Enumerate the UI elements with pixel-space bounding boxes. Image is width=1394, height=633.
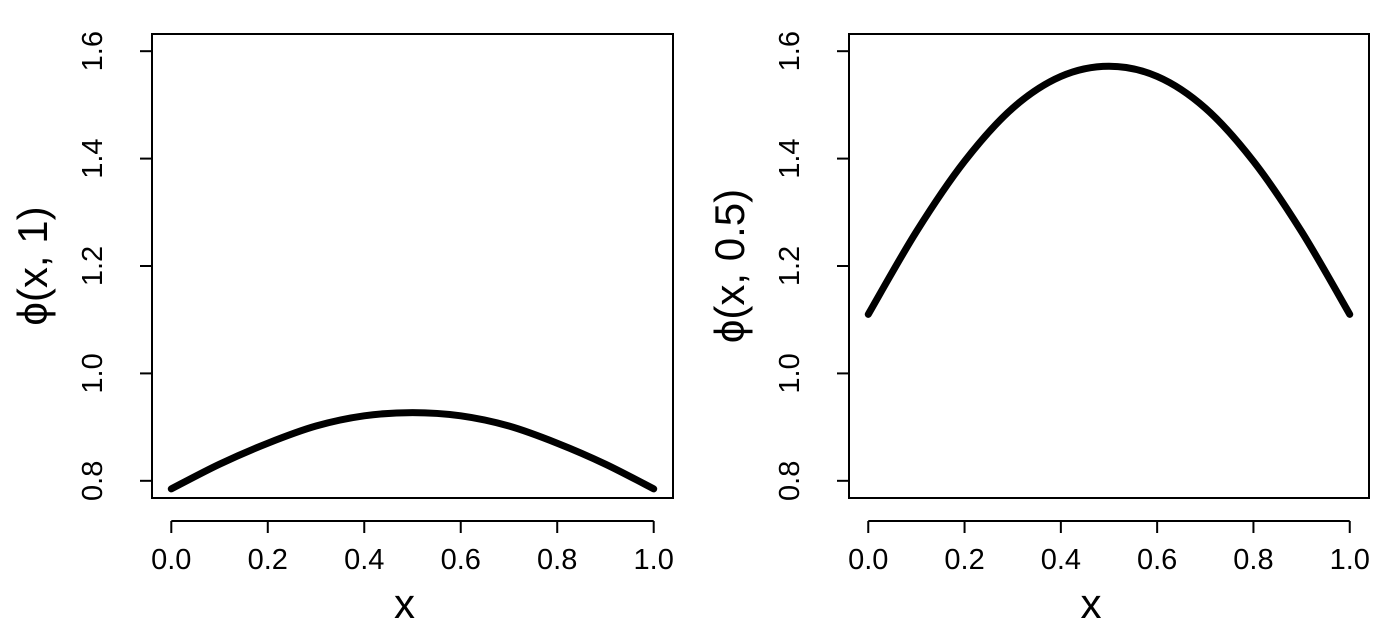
x-tick-label: 0.4 (1041, 544, 1081, 576)
x-tick-label: 0.8 (537, 544, 577, 576)
x-tick-label: 1.0 (634, 544, 674, 576)
x-axis-title: x (1081, 580, 1102, 627)
x-tick-label: 0.0 (151, 544, 191, 576)
x-tick-label: 0.6 (1137, 544, 1177, 576)
plot-frame (151, 33, 674, 499)
y-tick-label: 1.4 (77, 138, 109, 178)
x-tick-label: 0.4 (344, 544, 384, 576)
x-axis-title: x (394, 580, 415, 627)
y-tick-label: 1.6 (774, 31, 806, 71)
y-tick-label: 1.6 (77, 31, 109, 71)
y-axis-title: ϕ(x, 1) (9, 206, 56, 325)
y-tick-label: 0.8 (774, 461, 806, 501)
x-tick-label: 0.6 (441, 544, 481, 576)
x-tick-label: 0.2 (248, 544, 288, 576)
left-panel: 0.0 0.2 0.4 0.6 0.8 1.0 0.8 1.0 1.2 1.4 1.6 x ϕ(x, 1… (9, 31, 674, 627)
x-tick-label: 0.8 (1233, 544, 1273, 576)
y-tick-label: 1.2 (774, 246, 806, 286)
plot-frame (848, 33, 1370, 499)
right-panel: 0.0 0.2 0.4 0.6 0.8 1.0 0.8 1.0 1.2 1.4 1.6 x ϕ(x, 0… (706, 31, 1370, 627)
x-tick-label: 0.0 (848, 544, 888, 576)
y-tick-label: 0.8 (77, 461, 109, 501)
y-tick-label: 1.0 (774, 353, 806, 393)
series-line (167, 409, 658, 493)
series-line (864, 62, 1354, 318)
x-tick-label: 1.0 (1330, 544, 1370, 576)
y-tick-label: 1.0 (77, 353, 109, 393)
y-axis-title: ϕ(x, 0.5) (706, 189, 753, 343)
x-tick-label: 0.2 (944, 544, 984, 576)
y-tick-label: 1.4 (774, 138, 806, 178)
y-tick-label: 1.2 (77, 246, 109, 286)
